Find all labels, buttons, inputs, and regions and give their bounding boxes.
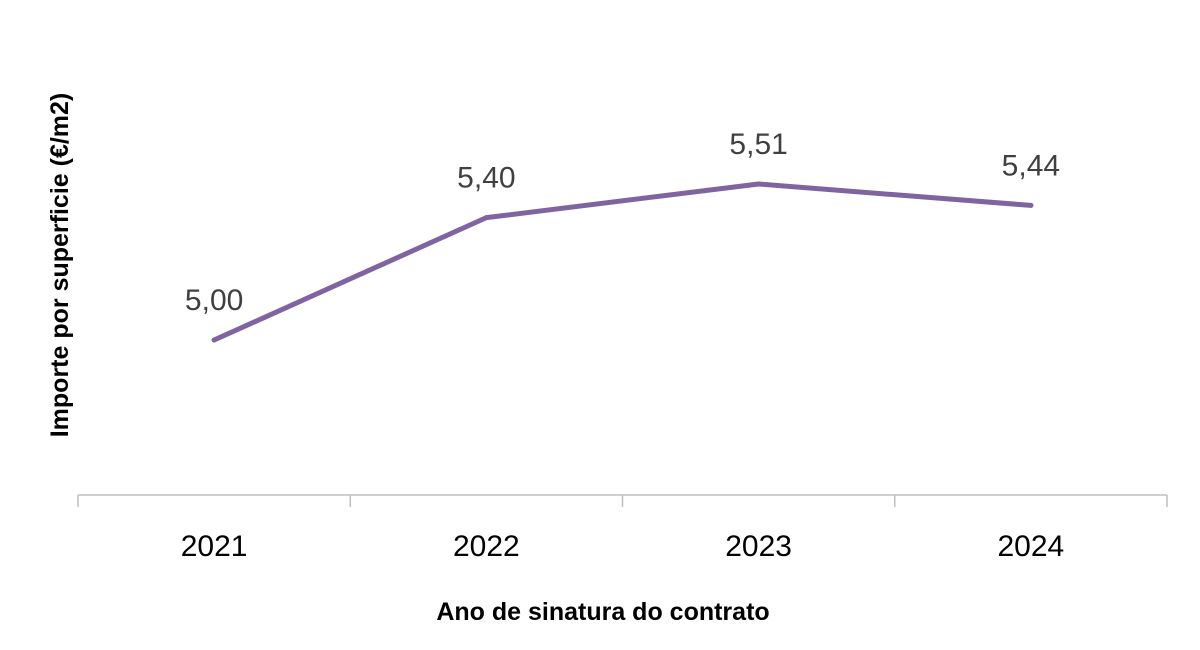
x-axis-title: Ano de sinatura do contrato bbox=[436, 598, 769, 626]
data-point-2021 bbox=[211, 337, 217, 343]
series-layer bbox=[211, 181, 1034, 343]
x-tick-label-2021: 2021 bbox=[181, 530, 248, 563]
series-line bbox=[211, 181, 1034, 343]
data-label-2021: 5,00 bbox=[185, 284, 243, 317]
data-point-2022 bbox=[483, 215, 489, 221]
x-tick-label-2023: 2023 bbox=[725, 530, 792, 563]
data-label-2024: 5,44 bbox=[1002, 149, 1060, 182]
x-tick-label-2024: 2024 bbox=[998, 530, 1065, 563]
x-tick-label-2022: 2022 bbox=[453, 530, 520, 563]
x-tick-labels: 2021 2022 2023 2024 bbox=[181, 530, 1065, 563]
y-axis-title: Importe por superficie (€/m2) bbox=[46, 93, 74, 438]
data-labels: 5,00 5,40 5,51 5,44 bbox=[185, 128, 1060, 317]
x-axis bbox=[77, 494, 1168, 507]
data-label-2022: 5,40 bbox=[457, 162, 515, 195]
data-label-2023: 5,51 bbox=[729, 128, 787, 161]
data-point-2024 bbox=[1028, 202, 1034, 208]
data-point-2023 bbox=[756, 181, 762, 187]
